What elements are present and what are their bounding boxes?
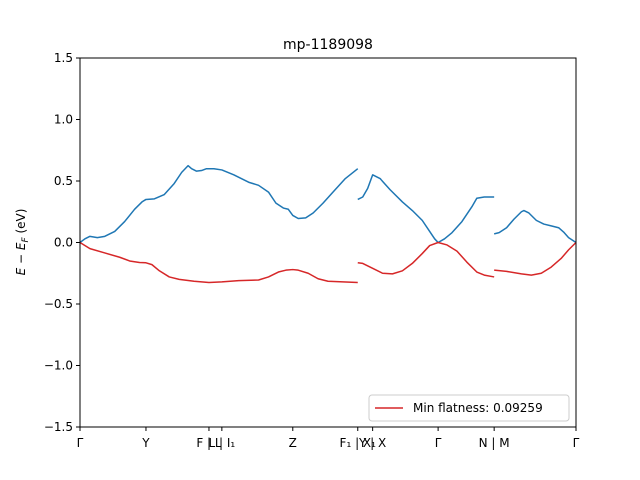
x-tick-label: Y (141, 436, 150, 450)
series-0-segment-2 (493, 209, 577, 244)
chart-title: mp-1189098 (283, 37, 373, 53)
x-axis-ticks: Γ Y F | LL | I₁ Z F₁ | X₁Y | X Γ N | M Γ (77, 427, 580, 450)
legend: Min flatness: 0.09259 (368, 394, 570, 422)
x-tick-label: Γ (573, 436, 580, 450)
series-1-segment-1 (357, 241, 495, 278)
y-axis-label: E − EF (eV) (14, 209, 31, 276)
y-tick-label: −1.5 (44, 420, 73, 434)
x-tick-label: Γ (435, 436, 442, 450)
series-1-segment-0 (79, 241, 358, 284)
x-tick-label: F₁ | X₁ (340, 436, 377, 450)
x-tick-label: Z (289, 436, 297, 450)
x-tick-label: L | I₁ (208, 436, 235, 450)
y-tick-label: −0.5 (44, 297, 73, 311)
series-0-segment-0 (79, 164, 359, 244)
x-tick-label: F | L (196, 436, 222, 450)
plot-frame (79, 57, 577, 428)
y-tick-label: 1.0 (54, 113, 73, 127)
legend-box (368, 394, 570, 422)
y-tick-label: −1.0 (44, 359, 73, 373)
y-tick-label: 1.5 (54, 51, 73, 65)
y-tick-label: 0.0 (54, 236, 73, 250)
y-tick-label: 0.5 (54, 174, 73, 188)
x-tick-label: N | M (479, 436, 510, 450)
x-tick-label: Y | X (358, 436, 386, 450)
series-0-segment-1 (357, 174, 495, 244)
series-lines (79, 164, 577, 284)
series-1-segment-2 (494, 241, 577, 276)
legend-entry: Min flatness: 0.09259 (413, 401, 543, 415)
y-axis-ticks: −1.5 −1.0 −0.5 0.0 0.5 1.0 1.5 (44, 51, 80, 434)
x-tick-label: Γ (77, 436, 84, 450)
